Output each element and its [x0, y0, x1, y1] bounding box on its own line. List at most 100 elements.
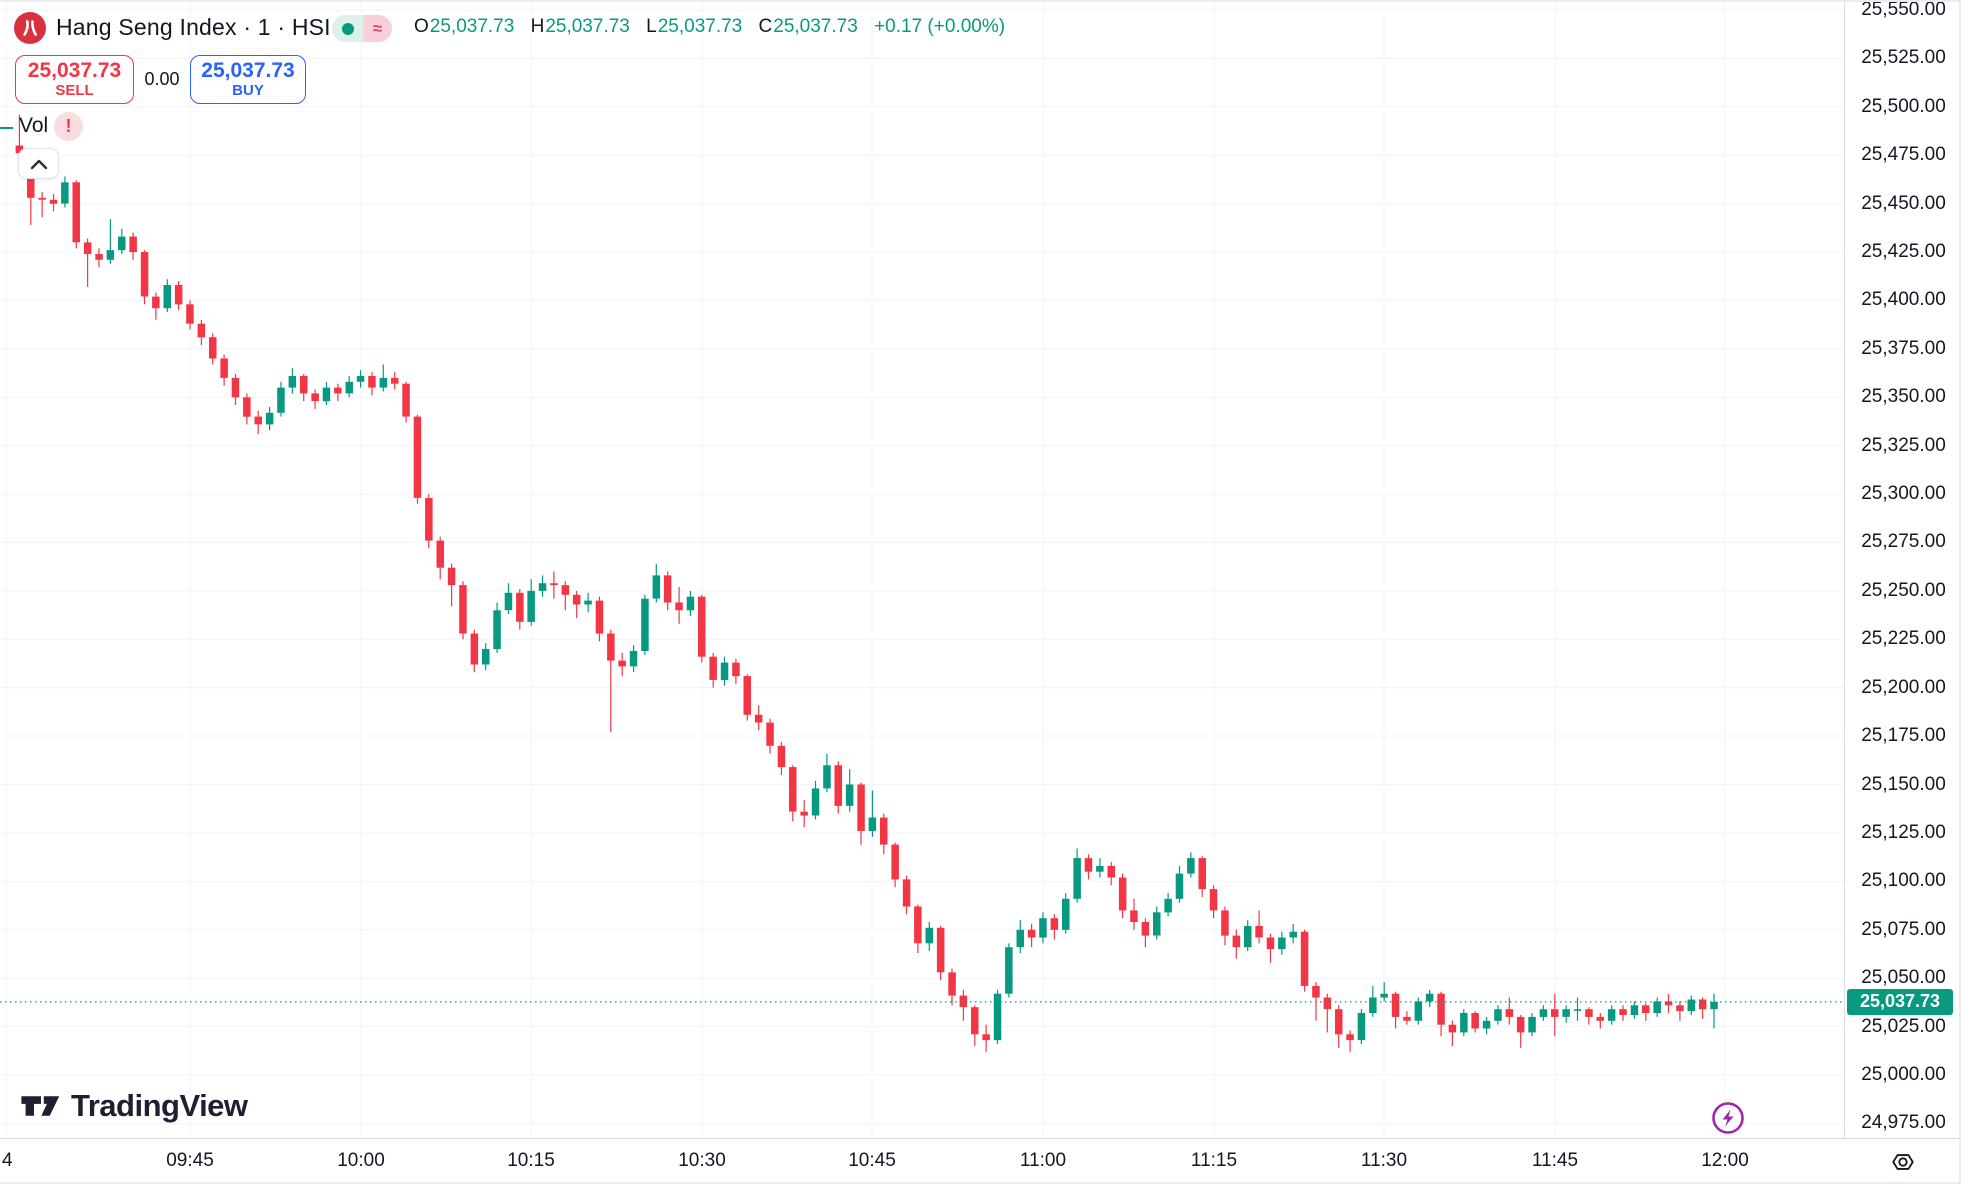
- candle-body[interactable]: [1153, 912, 1161, 936]
- candle-body[interactable]: [1687, 999, 1696, 1012]
- candle-body[interactable]: [607, 633, 615, 661]
- candle-body[interactable]: [1676, 1005, 1684, 1012]
- candle-body[interactable]: [1551, 1009, 1559, 1017]
- candle-body[interactable]: [345, 381, 354, 394]
- candle-body[interactable]: [516, 592, 524, 622]
- candle-body[interactable]: [1312, 985, 1320, 998]
- candle-body[interactable]: [1403, 1016, 1411, 1021]
- candle-body[interactable]: [948, 972, 956, 996]
- candle-body[interactable]: [197, 323, 206, 338]
- candle-body[interactable]: [1494, 1009, 1502, 1021]
- candle-body[interactable]: [1073, 858, 1081, 899]
- candle-body[interactable]: [1221, 910, 1229, 936]
- ohlc-readout[interactable]: O25,037.73 H25,037.73 L25,037.73 C25,037…: [414, 13, 1005, 41]
- candle-body[interactable]: [1448, 1024, 1457, 1033]
- candle-body[interactable]: [368, 376, 376, 388]
- symbol-logo-icon[interactable]: [14, 12, 46, 44]
- candle-body[interactable]: [1505, 1009, 1514, 1017]
- candle-body[interactable]: [936, 927, 945, 973]
- candle-body[interactable]: [527, 590, 535, 622]
- candle-body[interactable]: [300, 376, 308, 394]
- candle-body[interactable]: [1460, 1013, 1468, 1033]
- candle-body[interactable]: [1175, 873, 1184, 899]
- candle-body[interactable]: [391, 377, 399, 384]
- candle-body[interactable]: [698, 596, 706, 657]
- candle-body[interactable]: [254, 416, 263, 425]
- candle-body[interactable]: [1209, 889, 1218, 911]
- candle-body[interactable]: [1573, 1009, 1582, 1011]
- candle-body[interactable]: [561, 585, 570, 595]
- market-open-status[interactable]: [332, 15, 363, 42]
- candle-body[interactable]: [1539, 1009, 1548, 1017]
- candle-body[interactable]: [118, 236, 126, 251]
- candle-body[interactable]: [1244, 925, 1252, 948]
- candlestick-chart[interactable]: [0, 0, 1844, 1138]
- candle-body[interactable]: [231, 377, 240, 398]
- candle-body[interactable]: [754, 714, 763, 723]
- candle-body[interactable]: [1346, 1034, 1354, 1041]
- candle-body[interactable]: [1039, 918, 1047, 938]
- candle-body[interactable]: [675, 602, 683, 611]
- candle-body[interactable]: [129, 236, 137, 253]
- candle-body[interactable]: [1516, 1016, 1525, 1033]
- candle-body[interactable]: [982, 1034, 990, 1041]
- candle-body[interactable]: [1437, 993, 1445, 1025]
- candle-body[interactable]: [482, 649, 490, 665]
- buy-button[interactable]: 25,037.73 BUY: [190, 55, 306, 104]
- candle-body[interactable]: [652, 575, 661, 599]
- candle-body[interactable]: [379, 377, 388, 388]
- candle-body[interactable]: [766, 722, 774, 746]
- candle-body[interactable]: [1380, 993, 1388, 998]
- candle-body[interactable]: [447, 567, 456, 586]
- candle-body[interactable]: [777, 745, 786, 768]
- candle-body[interactable]: [288, 376, 297, 388]
- candle-body[interactable]: [1164, 898, 1172, 913]
- market-status-pills[interactable]: ≈: [332, 15, 392, 42]
- candle-body[interactable]: [38, 197, 46, 200]
- candle-body[interactable]: [61, 182, 69, 204]
- candle-body[interactable]: [220, 358, 228, 378]
- candle-body[interactable]: [789, 767, 797, 812]
- candle-body[interactable]: [1141, 922, 1150, 936]
- candle-body[interactable]: [1107, 865, 1116, 878]
- candle-body[interactable]: [106, 250, 115, 260]
- candle-body[interactable]: [1335, 1009, 1343, 1035]
- candle-body[interactable]: [1198, 858, 1207, 890]
- volume-warning-icon[interactable]: !: [54, 112, 83, 141]
- volume-indicator-label[interactable]: Vol: [19, 114, 49, 137]
- candle-body[interactable]: [845, 784, 854, 806]
- candle-body[interactable]: [584, 600, 592, 605]
- candle-body[interactable]: [1278, 937, 1286, 950]
- candle-body[interactable]: [504, 592, 513, 611]
- candle-body[interactable]: [1050, 918, 1059, 930]
- candle-body[interactable]: [1187, 858, 1195, 874]
- candle-body[interactable]: [1232, 935, 1241, 948]
- candle-body[interactable]: [663, 575, 672, 603]
- candle-body[interactable]: [993, 993, 1002, 1041]
- candle-body[interactable]: [914, 906, 922, 944]
- candle-body[interactable]: [1016, 929, 1025, 948]
- candle-body[interactable]: [174, 285, 183, 305]
- candle-body[interactable]: [402, 383, 410, 417]
- candle-body[interactable]: [971, 1007, 979, 1035]
- candle-body[interactable]: [641, 598, 649, 651]
- candle-body[interactable]: [1005, 947, 1013, 994]
- candle-body[interactable]: [743, 676, 752, 715]
- candle-body[interactable]: [1653, 1001, 1661, 1013]
- candle-body[interactable]: [618, 660, 626, 667]
- candle-body[interactable]: [572, 594, 581, 605]
- candle-body[interactable]: [1471, 1013, 1479, 1029]
- candle-body[interactable]: [459, 585, 467, 634]
- candle-body[interactable]: [1562, 1009, 1570, 1017]
- candle-body[interactable]: [1130, 910, 1138, 922]
- candle-body[interactable]: [857, 784, 865, 832]
- approx-data-status[interactable]: ≈: [363, 15, 392, 42]
- candle-body[interactable]: [1084, 858, 1093, 872]
- candle-body[interactable]: [868, 817, 877, 832]
- candle-body[interactable]: [311, 393, 319, 402]
- candle-body[interactable]: [1300, 931, 1309, 986]
- candle-body[interactable]: [1698, 999, 1707, 1010]
- candle-body[interactable]: [1062, 898, 1070, 930]
- tradingview-watermark[interactable]: TradingView: [20, 1088, 248, 1124]
- candle-body[interactable]: [720, 662, 729, 680]
